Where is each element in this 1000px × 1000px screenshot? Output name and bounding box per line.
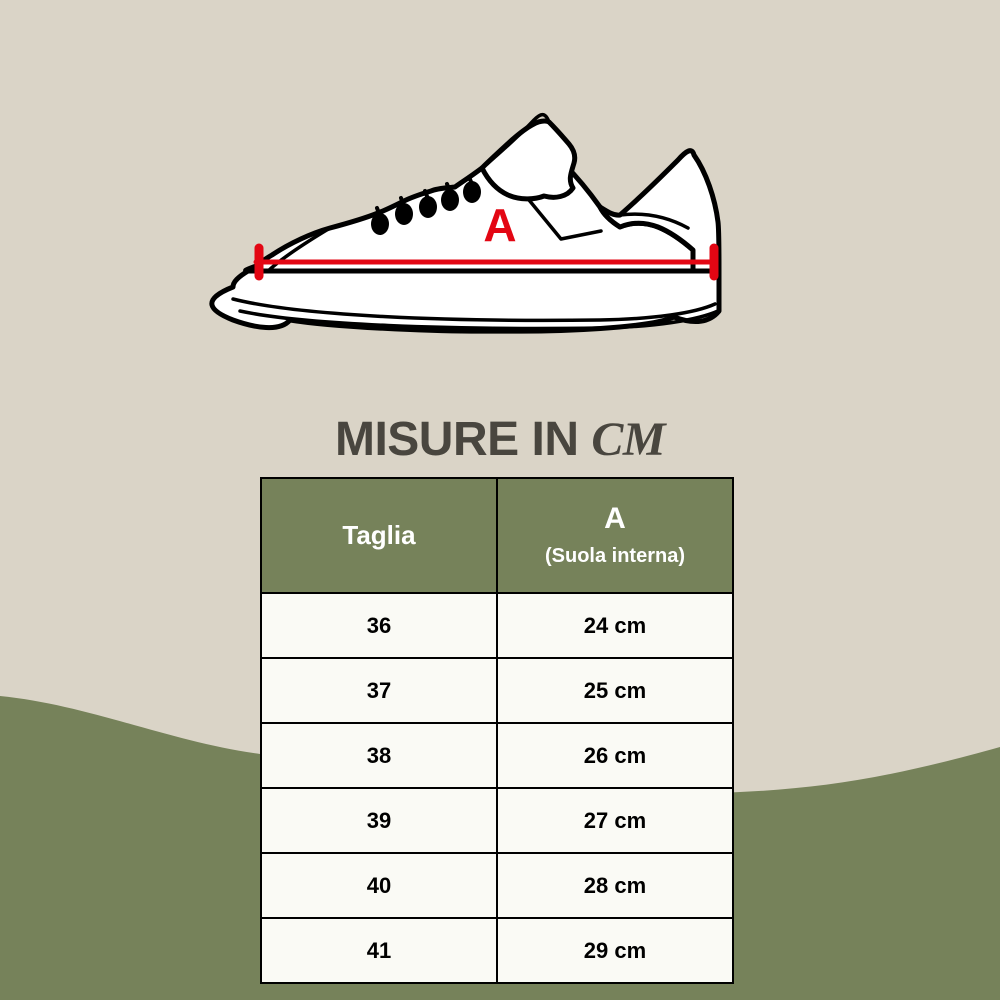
svg-text:A: A <box>483 199 516 251</box>
